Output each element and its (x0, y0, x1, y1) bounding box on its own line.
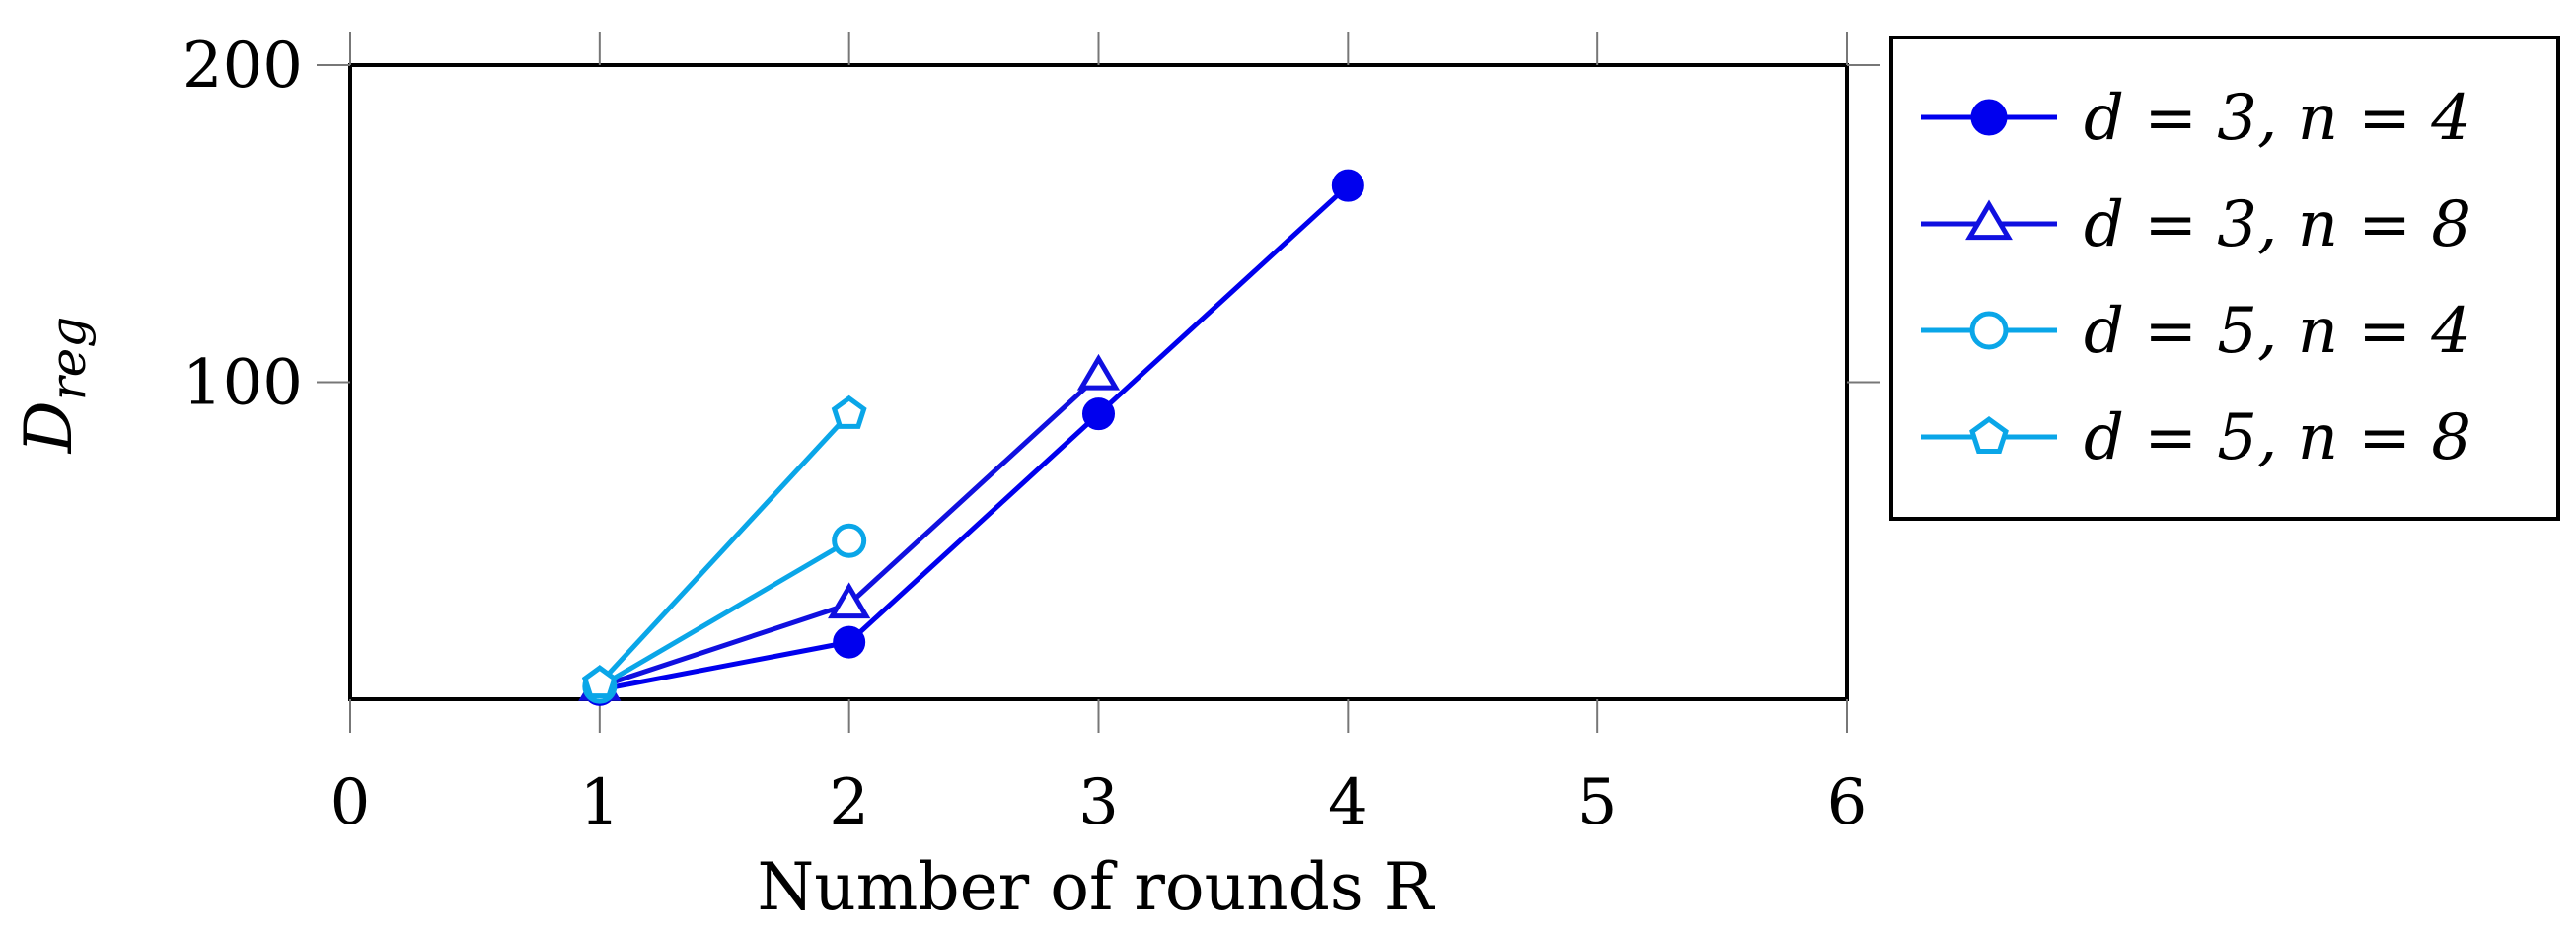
x-tick-label: 1 (579, 766, 620, 839)
legend-entry-4: d = 5, n = 8 (1921, 401, 2471, 474)
data-point (1076, 353, 1121, 391)
data-point (1970, 99, 2008, 136)
ticks: 0 1 2 3 4 5 6 100 200 (183, 30, 1880, 839)
x-axis-title: Number of rounds R (758, 849, 1435, 925)
legend-entry-2: d = 3, n = 8 (1921, 188, 2471, 261)
x-tick-label: 5 (1578, 766, 1618, 839)
data-point (1969, 311, 2009, 350)
y-tick-label: 200 (183, 30, 303, 103)
y-axis-title: Dreg (11, 317, 97, 454)
x-tick-label: 2 (829, 766, 869, 839)
series-line (599, 183, 1351, 692)
legend-entry-3: d = 5, n = 4 (1921, 295, 2471, 368)
series-4 (581, 394, 867, 699)
series-line (598, 538, 850, 689)
series-line (597, 411, 851, 685)
data-point (1965, 199, 2013, 241)
data-point (1082, 397, 1115, 431)
data-point (1969, 416, 2009, 454)
data-point (832, 523, 867, 558)
x-tick-label: 0 (331, 766, 371, 839)
series-layer (578, 169, 1364, 706)
data-point (831, 394, 867, 429)
x-tick-label: 4 (1328, 766, 1368, 839)
data-point (1331, 169, 1364, 202)
y-tick-label: 100 (183, 347, 303, 420)
legend: d = 3, n = 4 d = 3, n = 8 d = 5, n = 4 d = … (1889, 36, 2560, 521)
data-point (833, 625, 866, 659)
x-tick-label: 6 (1827, 766, 1868, 839)
legend-label: d = 3, n = 4 (2084, 82, 2471, 155)
x-tick-label: 3 (1078, 766, 1119, 839)
svg-text:Dreg: Dreg (11, 317, 97, 454)
data-point (581, 665, 618, 699)
legend-entry-1: d = 3, n = 4 (1921, 82, 2471, 155)
legend-label: d = 5, n = 4 (2084, 295, 2471, 368)
data-point (828, 582, 871, 619)
legend-label: d = 3, n = 8 (2084, 188, 2471, 261)
legend-label: d = 5, n = 8 (2084, 401, 2471, 474)
